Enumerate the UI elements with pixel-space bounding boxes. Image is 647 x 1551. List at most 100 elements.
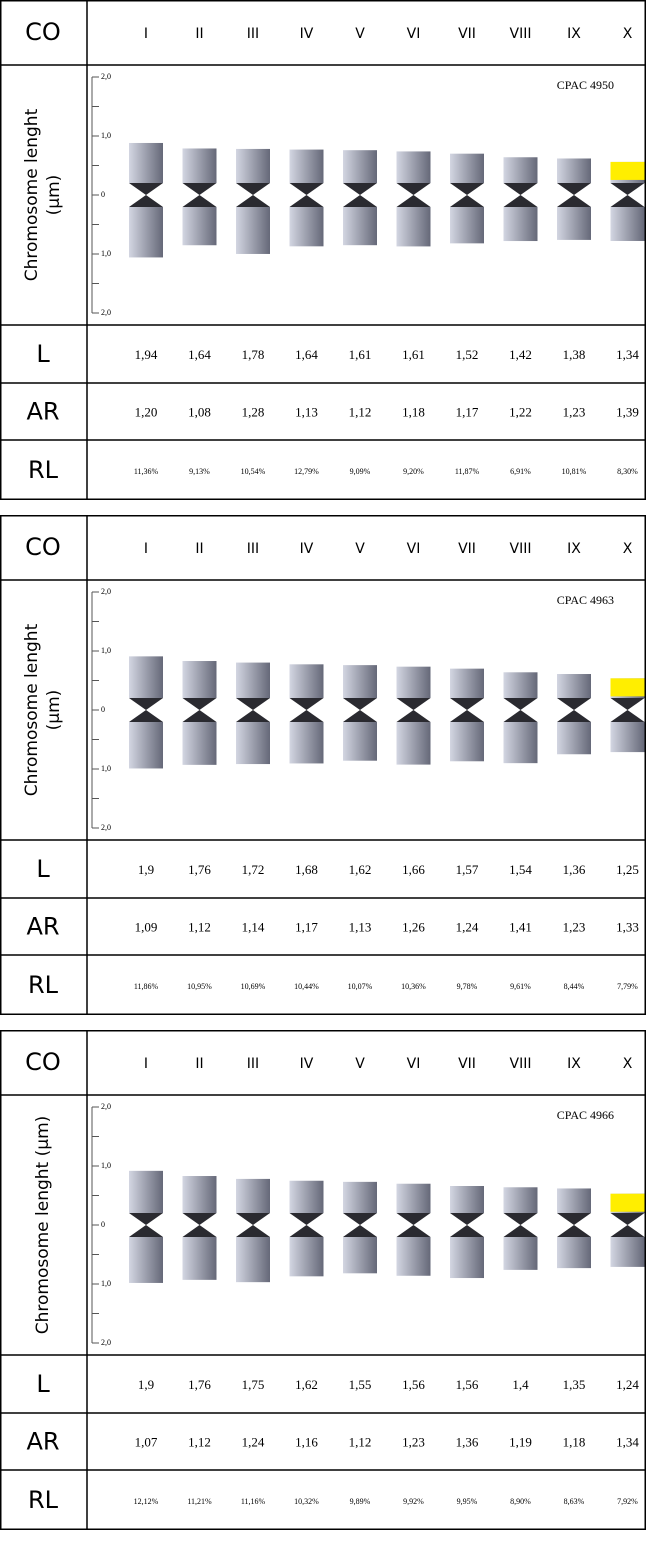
short-arm bbox=[343, 150, 377, 183]
axis-label: 1,0 bbox=[101, 764, 111, 773]
chromosome bbox=[236, 149, 270, 254]
cell: 1,13 bbox=[295, 404, 318, 419]
axis-label: 2,0 bbox=[101, 823, 111, 832]
cell: 1,38 bbox=[563, 347, 586, 362]
cell: 9,61% bbox=[510, 982, 531, 991]
long-arm bbox=[129, 207, 163, 257]
chromosome bbox=[236, 1179, 270, 1282]
chromosome bbox=[504, 1187, 538, 1270]
cell: 1,19 bbox=[509, 1434, 532, 1449]
long-arm bbox=[236, 1237, 270, 1282]
row-header: RL bbox=[28, 1486, 59, 1514]
centromere bbox=[611, 1213, 645, 1237]
centromere bbox=[183, 698, 217, 722]
chromosome bbox=[450, 1186, 484, 1278]
sample-label: CPAC 4966 bbox=[557, 1108, 614, 1122]
axis-label: 0 bbox=[101, 190, 105, 199]
cell: 9,92% bbox=[403, 1497, 424, 1506]
chromosome bbox=[611, 678, 645, 752]
row-header: L bbox=[36, 1370, 50, 1398]
column-header: VI bbox=[407, 541, 421, 557]
centromere bbox=[450, 1213, 484, 1237]
cell: 1,34 bbox=[616, 347, 639, 362]
long-arm bbox=[183, 1237, 217, 1280]
centromere bbox=[343, 183, 377, 207]
centromere bbox=[290, 698, 324, 722]
long-arm bbox=[557, 207, 591, 240]
row-header: CO bbox=[25, 18, 61, 46]
chromosome bbox=[611, 1194, 645, 1267]
long-arm bbox=[397, 207, 431, 246]
satellite bbox=[611, 162, 645, 180]
cell: 1,56 bbox=[456, 1377, 479, 1392]
column-header: VIII bbox=[510, 26, 532, 42]
centromere bbox=[236, 1213, 270, 1237]
cell: 9,89% bbox=[350, 1497, 371, 1506]
long-arm bbox=[450, 207, 484, 243]
centromere bbox=[397, 183, 431, 207]
centromere bbox=[557, 1213, 591, 1237]
cell: 1,42 bbox=[509, 347, 532, 362]
short-arm bbox=[290, 150, 324, 183]
chromosome bbox=[450, 154, 484, 244]
cell: 1,41 bbox=[509, 919, 532, 934]
chromosome bbox=[343, 150, 377, 245]
cell: 1,94 bbox=[135, 347, 158, 362]
short-arm bbox=[343, 1182, 377, 1213]
long-arm bbox=[611, 722, 645, 752]
column-header: IV bbox=[300, 1056, 314, 1072]
short-arm bbox=[504, 157, 538, 183]
long-arm bbox=[343, 722, 377, 761]
y-axis-label: (µm) bbox=[44, 690, 64, 731]
cell: 1,18 bbox=[402, 404, 425, 419]
long-arm bbox=[129, 722, 163, 768]
axis-label: 1,0 bbox=[101, 1161, 111, 1170]
cell: 11,87% bbox=[455, 467, 480, 476]
cell: 8,44% bbox=[564, 982, 585, 991]
cell: 1,52 bbox=[456, 347, 479, 362]
cell: 1,25 bbox=[616, 862, 639, 877]
centromere bbox=[343, 698, 377, 722]
cell: 1,23 bbox=[563, 919, 586, 934]
cell: 1,12 bbox=[349, 1434, 372, 1449]
cell: 11,21% bbox=[187, 1497, 212, 1506]
column-header: VIII bbox=[510, 1056, 532, 1072]
column-header: IX bbox=[567, 1056, 581, 1072]
cell: 1,61 bbox=[402, 347, 425, 362]
axis-label: 2,0 bbox=[101, 72, 111, 81]
column-header: X bbox=[623, 1056, 633, 1072]
cell: 10,32% bbox=[294, 1497, 319, 1506]
centromere bbox=[183, 183, 217, 207]
cell: 6,91% bbox=[510, 467, 531, 476]
long-arm bbox=[557, 1237, 591, 1268]
sample-label: CPAC 4950 bbox=[557, 78, 614, 92]
column-header: VI bbox=[407, 1056, 421, 1072]
centromere bbox=[557, 698, 591, 722]
cell: 1,24 bbox=[456, 919, 479, 934]
axis-label: 1,0 bbox=[101, 646, 111, 655]
cell: 10,44% bbox=[294, 982, 319, 991]
cell: 1,62 bbox=[295, 1377, 318, 1392]
long-arm bbox=[504, 722, 538, 763]
cell: 1,62 bbox=[349, 862, 372, 877]
column-header: II bbox=[195, 1056, 203, 1072]
cell: 1,28 bbox=[242, 404, 265, 419]
cell: 9,09% bbox=[350, 467, 371, 476]
column-header: III bbox=[247, 541, 259, 557]
cell: 1,24 bbox=[242, 1434, 265, 1449]
long-arm bbox=[183, 207, 217, 245]
long-arm bbox=[397, 722, 431, 765]
cell: 1,64 bbox=[295, 347, 318, 362]
centromere bbox=[129, 1213, 163, 1237]
long-arm bbox=[236, 722, 270, 764]
short-arm bbox=[183, 1176, 217, 1213]
cell: 1,66 bbox=[402, 862, 425, 877]
short-arm bbox=[504, 1187, 538, 1213]
cell: 1,78 bbox=[242, 347, 265, 362]
row-header: L bbox=[36, 855, 50, 883]
cell: 1,12 bbox=[188, 1434, 211, 1449]
row-header: L bbox=[36, 340, 50, 368]
cell: 7,79% bbox=[617, 982, 638, 991]
chromosome bbox=[343, 665, 377, 761]
